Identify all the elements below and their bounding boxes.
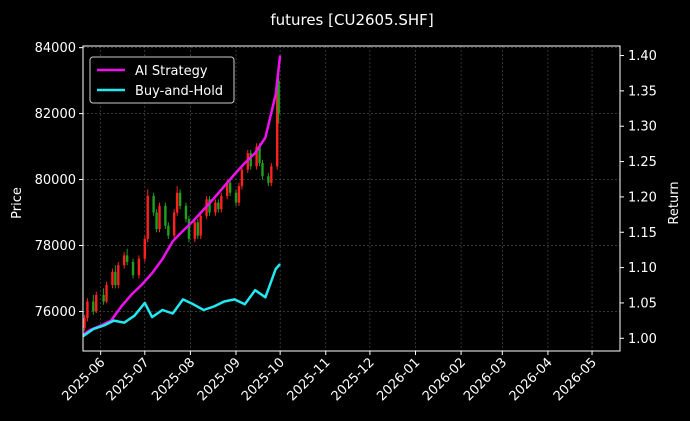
candle-body	[175, 192, 179, 213]
y-tick-label-right: 1.00	[628, 332, 657, 347]
candle-body	[111, 271, 114, 286]
candle-body	[267, 176, 270, 183]
candle-body	[240, 169, 244, 187]
candle-body	[187, 219, 191, 239]
chart-title: futures [CU2605.SHF]	[270, 11, 433, 29]
candle-body	[95, 294, 98, 312]
y-tick-label-left: 82000	[35, 107, 76, 122]
y-axis-left: 76000 78000 80000 82000 84000	[35, 41, 83, 320]
candle-body	[158, 205, 161, 229]
candles	[83, 67, 280, 332]
candle-body	[146, 196, 149, 239]
y-tick-label-right: 1.35	[628, 84, 657, 99]
y-tick-label-right: 1.30	[628, 120, 657, 135]
candle-body	[164, 205, 167, 226]
candle-body	[167, 225, 170, 236]
candle-body	[277, 80, 280, 114]
candle-body	[228, 182, 232, 193]
y-tick-label-left: 76000	[35, 305, 76, 320]
candle-body	[261, 163, 264, 177]
candle-body	[155, 212, 158, 229]
candle-body	[220, 196, 223, 210]
y-tick-label-right: 1.20	[628, 190, 657, 205]
candle-body	[131, 261, 135, 276]
y-axis-left-label: Price	[10, 187, 25, 219]
series-lines	[82, 55, 282, 338]
candle-body	[184, 205, 188, 220]
candle-body	[258, 146, 261, 164]
candle-body	[237, 186, 241, 203]
y-axis-right: 1.00 1.05 1.10 1.15 1.20 1.25 1.30 1.35 1.40	[620, 49, 657, 347]
candle-body	[152, 196, 155, 213]
candle-body	[214, 202, 217, 213]
legend-box	[89, 56, 235, 104]
candle-body	[225, 182, 229, 197]
candle-body	[173, 212, 176, 236]
candle-body	[217, 202, 220, 210]
candle-body	[122, 255, 126, 266]
candle-body	[117, 265, 120, 286]
candle-body	[178, 192, 182, 206]
y-tick-label-left: 78000	[35, 239, 76, 254]
candle-body	[276, 80, 279, 167]
candle-body	[114, 271, 117, 286]
candle-body	[255, 146, 258, 167]
candle-body	[83, 318, 86, 328]
candle-body	[196, 222, 199, 236]
y-axis-right-label: Return	[667, 181, 682, 224]
candle-body	[208, 199, 211, 213]
y-tick-label-left: 80000	[35, 173, 76, 188]
plot-frame	[82, 45, 621, 352]
y-tick-label-right: 1.05	[628, 296, 657, 311]
series-line-buy-and-hold	[82, 263, 282, 338]
candle-body	[234, 192, 238, 203]
y-tick-label-right: 1.40	[628, 49, 657, 64]
candle-body	[86, 301, 89, 319]
y-tick-label-right: 1.25	[628, 155, 657, 170]
y-tick-label-left: 84000	[35, 41, 76, 56]
legend-label-ai-strategy: AI Strategy	[135, 64, 208, 79]
candle-body	[92, 301, 95, 312]
candle-body	[249, 153, 252, 167]
y-tick-label-right: 1.10	[628, 261, 657, 276]
candle-body	[143, 238, 146, 259]
series-line-ai-strategy	[82, 55, 282, 336]
y-tick-label-right: 1.15	[628, 226, 657, 241]
candle-body	[102, 294, 105, 302]
candle-body	[270, 166, 273, 183]
legend-label-buy-and-hold: Buy-and-Hold	[135, 84, 223, 99]
candle-body	[125, 255, 129, 262]
legend: AI Strategy Buy-and-Hold	[89, 56, 235, 104]
candle-body	[137, 258, 141, 276]
candle-body	[193, 222, 197, 239]
candle-body	[199, 215, 202, 236]
candle-body	[105, 285, 108, 302]
